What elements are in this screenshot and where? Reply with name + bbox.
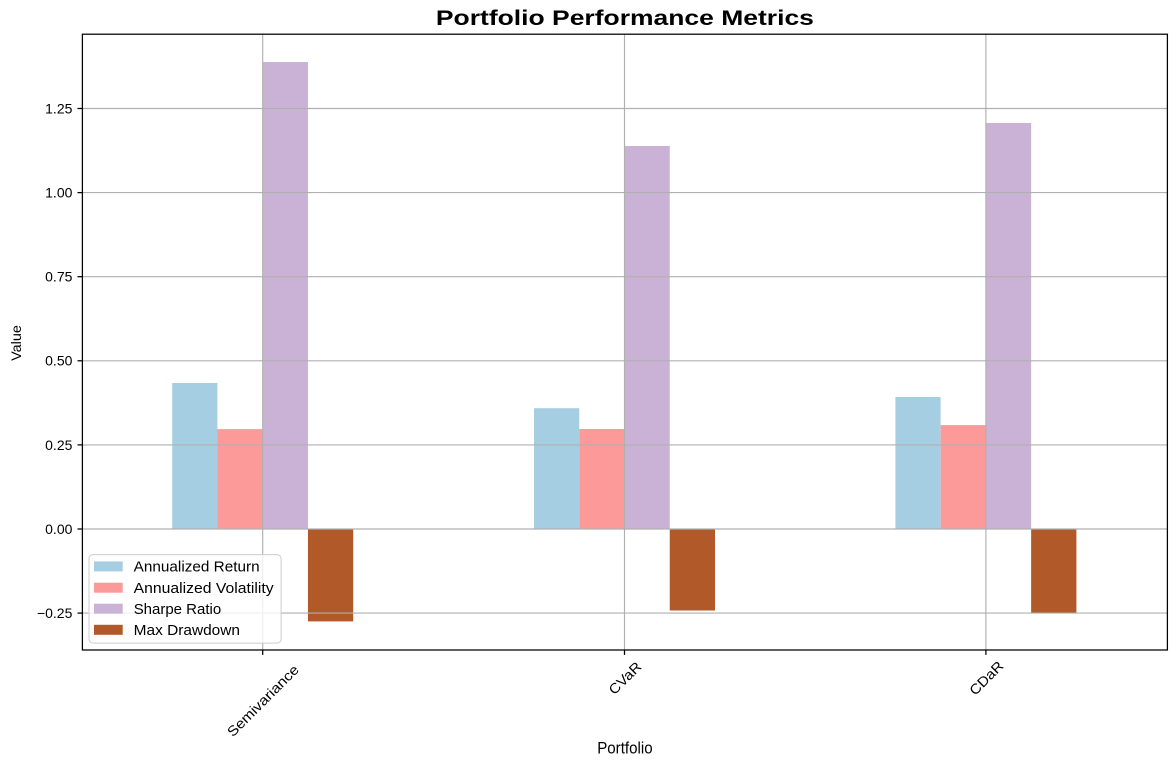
svg-text:Max Drawdown: Max Drawdown <box>134 622 240 639</box>
svg-text:1.00: 1.00 <box>45 185 72 201</box>
svg-text:0.50: 0.50 <box>45 353 72 369</box>
svg-text:Sharpe Ratio: Sharpe Ratio <box>134 601 222 618</box>
svg-text:Portfolio Performance Metrics: Portfolio Performance Metrics <box>436 7 814 30</box>
svg-text:−0.25: −0.25 <box>37 605 73 621</box>
svg-text:0.75: 0.75 <box>45 269 72 285</box>
svg-text:Portfolio: Portfolio <box>597 740 652 758</box>
svg-text:1.25: 1.25 <box>45 100 72 116</box>
svg-text:0.25: 0.25 <box>45 437 72 453</box>
svg-text:Annualized Return: Annualized Return <box>134 559 260 576</box>
svg-text:0.00: 0.00 <box>45 521 72 537</box>
svg-text:Annualized Volatility: Annualized Volatility <box>134 580 274 597</box>
svg-text:Value: Value <box>8 325 24 361</box>
